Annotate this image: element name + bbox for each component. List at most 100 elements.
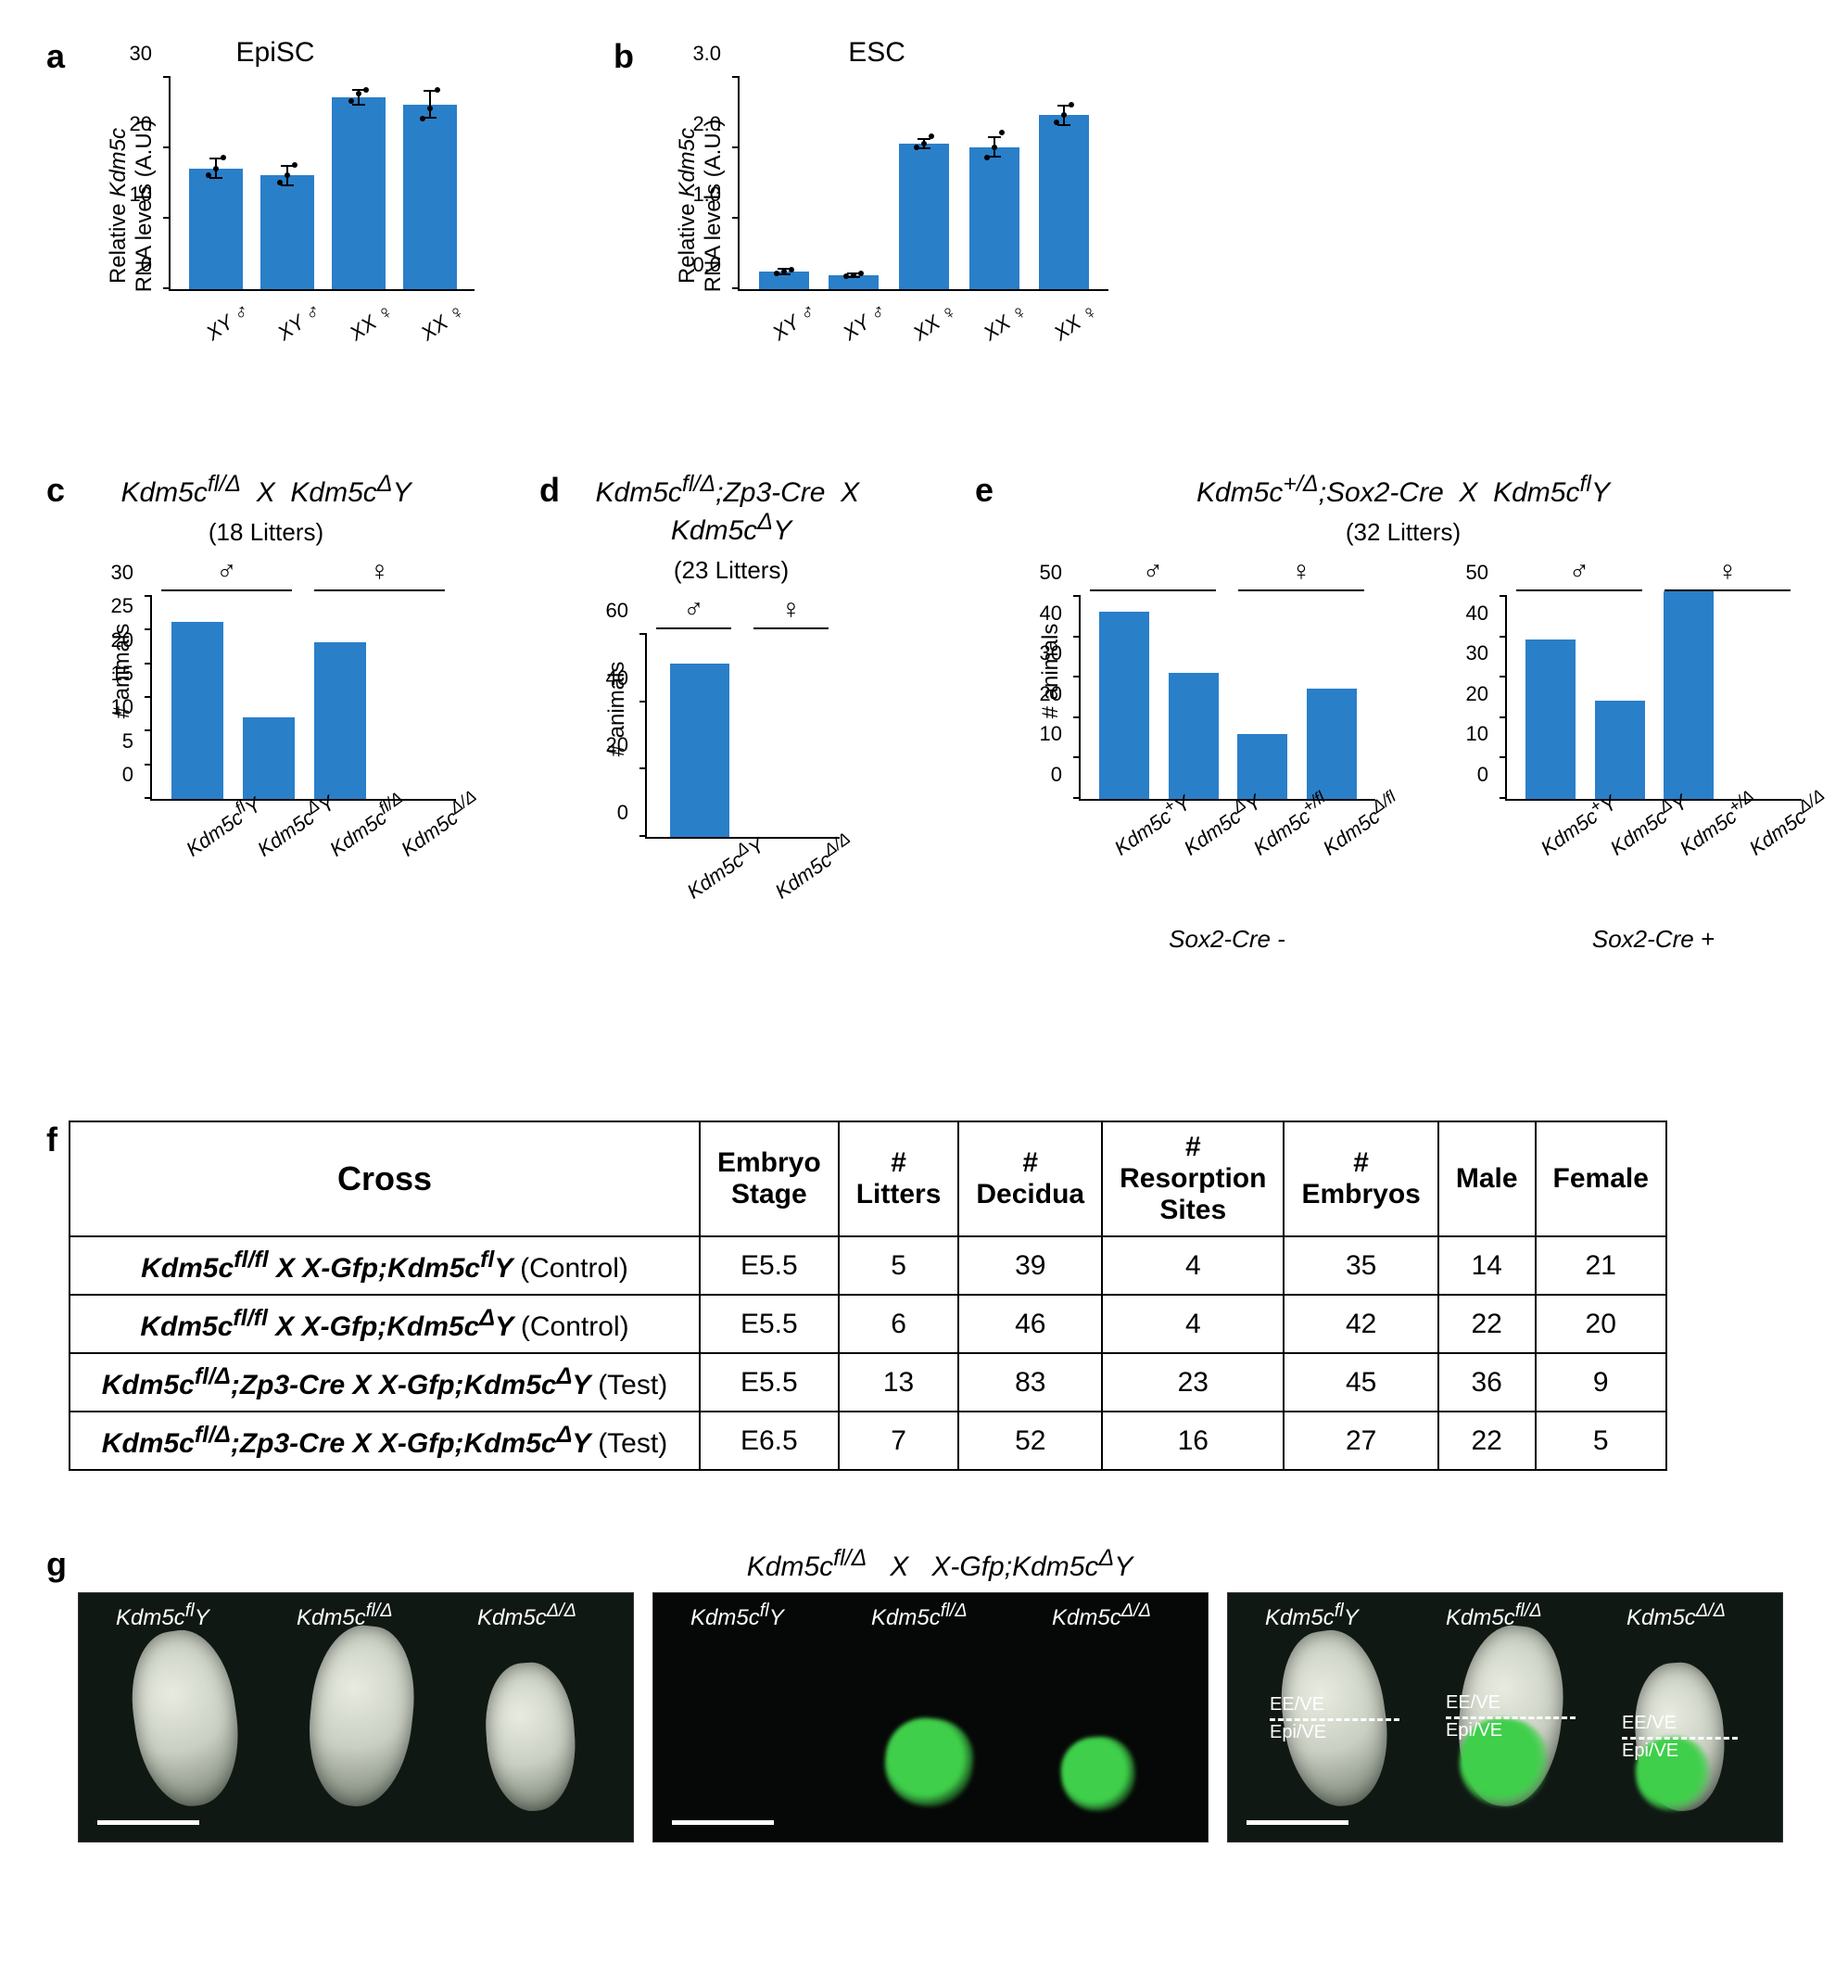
x-axis-label: Kdm5cΔ/Δ	[1741, 808, 1799, 861]
x-axis-label: XY ♂	[837, 298, 892, 347]
embryo	[482, 1660, 580, 1814]
bar	[314, 642, 366, 799]
table-cell: E5.5	[700, 1353, 839, 1412]
bar	[1525, 639, 1576, 799]
table-cell: 21	[1536, 1236, 1666, 1295]
table-header: #Litters	[839, 1121, 959, 1236]
embryo	[301, 1621, 422, 1811]
bar	[332, 97, 386, 289]
panel-e-label: e	[975, 471, 994, 954]
bar	[260, 175, 314, 289]
table-cell: 14	[1438, 1236, 1536, 1295]
panel-g-label: g	[46, 1545, 67, 1842]
bar	[243, 717, 295, 799]
panel-a-chart-wrap: EpiSC Relative Kdm5c RNA levels (A.U.) 0…	[76, 37, 475, 323]
panel-e-sub2-sex-header: ♂♀	[1505, 556, 1802, 591]
x-axis-label: Kdm5c+Y	[1107, 808, 1164, 861]
table-cell: 9	[1536, 1353, 1666, 1412]
scale-bar	[97, 1820, 199, 1825]
panel-g-merge: Kdm5cflY Kdm5cfl/Δ Kdm5cΔ/Δ EE/VE Epi/VE EE/V…	[1227, 1592, 1783, 1842]
panel-f-label: f	[46, 1121, 57, 1471]
x-axis-label: XX ♀	[412, 298, 470, 349]
table-header: Female	[1536, 1121, 1666, 1236]
panel-g-cross: Kdm5cfl/Δ X X-Gfp;Kdm5cΔY	[78, 1545, 1802, 1583]
genotype-label: Kdm5cfl/Δ	[1446, 1601, 1542, 1631]
table-header: #Embryos	[1284, 1121, 1437, 1236]
panel-f-table: CrossEmbryoStage#Litters#Decidua#Resorpt…	[69, 1121, 1667, 1471]
table-cell: 83	[958, 1353, 1102, 1412]
panel-b: b ESC Relative Kdm5c RNA levels (A.U.) 0…	[614, 37, 1108, 323]
bar	[189, 169, 243, 289]
panel-a-chart: 0102030	[169, 78, 475, 291]
x-axis-label: XX ♀	[978, 298, 1032, 347]
table-cell: 39	[958, 1236, 1102, 1295]
genotype-label: Kdm5cflY	[1265, 1601, 1359, 1631]
genotype-label: Kdm5cΔ/Δ	[477, 1601, 576, 1631]
table-cell: 20	[1536, 1295, 1666, 1353]
panel-d-chart: 0204060	[645, 635, 840, 839]
table-row: Kdm5cfl/fl X X-Gfp;Kdm5cflY (Control)E5.…	[70, 1236, 1666, 1295]
table-header: #ResorptionSites	[1102, 1121, 1284, 1236]
panel-d-xlabels: Kdm5cΔYKdm5cΔ/Δ	[645, 846, 840, 875]
x-axis-label: Kdm5cflY	[179, 808, 238, 862]
region-label-top: EE/VE	[1270, 1694, 1324, 1716]
panel-e-cross: Kdm5c+/Δ;Sox2-Cre X Kdm5cflY	[1005, 471, 1802, 509]
genotype-label: Kdm5cflY	[690, 1601, 784, 1631]
genotype-label: Kdm5cfl/Δ	[297, 1601, 393, 1631]
bar	[670, 664, 729, 837]
panel-d: d Kdm5cfl/Δ;Zp3-Cre X Kdm5cΔY (23 Litter…	[539, 471, 892, 875]
genotype-label: Kdm5cΔ/Δ	[1052, 1601, 1151, 1631]
panel-d-litters: (23 Litters)	[571, 556, 892, 585]
region-label-top: EE/VE	[1446, 1692, 1500, 1714]
table-cell: 5	[1536, 1412, 1666, 1470]
x-axis-label: XX ♀	[340, 298, 398, 349]
region-divider	[1446, 1716, 1576, 1719]
table-cell: Kdm5cfl/fl X X-Gfp;Kdm5cΔY (Control)	[70, 1295, 700, 1353]
panel-d-sex-header: ♂♀	[645, 594, 840, 629]
embryo	[1058, 1735, 1137, 1814]
table-cell: 52	[958, 1412, 1102, 1470]
panel-a-label: a	[46, 37, 65, 323]
x-axis-label: Kdm5cfl/Δ	[323, 808, 382, 862]
panel-e: e Kdm5c+/Δ;Sox2-Cre X Kdm5cflY (32 Litte…	[975, 471, 1802, 954]
panel-e-sub2-label: Sox2-Cre +	[1505, 925, 1802, 954]
x-axis-label: XY ♂	[196, 298, 254, 349]
genotype-label: Kdm5cΔ/Δ	[1626, 1601, 1726, 1631]
bar	[171, 622, 223, 799]
panel-d-label: d	[539, 471, 560, 875]
sex-group-header: ♂	[645, 594, 742, 629]
bar	[1039, 115, 1089, 289]
table-cell: 4	[1102, 1295, 1284, 1353]
panel-c: c Kdm5cfl/Δ X Kdm5cΔY (18 Litters) ♂♀ # …	[46, 471, 456, 837]
table-cell: 46	[958, 1295, 1102, 1353]
bar	[1307, 689, 1357, 799]
region-label-bottom: Epi/VE	[1446, 1720, 1502, 1741]
table-cell: 23	[1102, 1353, 1284, 1412]
panel-b-label: b	[614, 37, 634, 323]
x-axis-label: Kdm5c+Y	[1533, 808, 1590, 861]
table-cell: 22	[1438, 1412, 1536, 1470]
table-header: EmbryoStage	[700, 1121, 839, 1236]
table-cell: 13	[839, 1353, 959, 1412]
region-label-bottom: Epi/VE	[1270, 1722, 1326, 1743]
table-cell: 36	[1438, 1353, 1536, 1412]
genotype-label: Kdm5cfl/Δ	[871, 1601, 968, 1631]
region-label-top: EE/VE	[1622, 1713, 1677, 1734]
panel-b-chart-wrap: ESC Relative Kdm5c RNA levels (A.U.) 0.0…	[645, 37, 1108, 323]
sex-group-header: ♀	[1227, 556, 1375, 591]
table-cell: 45	[1284, 1353, 1437, 1412]
table-row: Kdm5cfl/Δ;Zp3-Cre X X-Gfp;Kdm5cΔY (Test)…	[70, 1412, 1666, 1470]
scale-bar	[1247, 1820, 1348, 1825]
table-cell: 7	[839, 1412, 959, 1470]
table-header: Male	[1438, 1121, 1536, 1236]
sex-group-header: ♀	[303, 556, 456, 591]
region-divider	[1622, 1737, 1738, 1740]
panel-c-sex-header: ♂♀	[150, 556, 456, 591]
table-header: #Decidua	[958, 1121, 1102, 1236]
x-axis-label: Kdm5cΔY	[679, 846, 744, 904]
panel-e-sub2-xlabels: Kdm5c+YKdm5cΔYKdm5c+/ΔKdm5cΔ/Δ	[1505, 808, 1802, 837]
panel-a-xlabels: XY ♂XY ♂XX ♀XX ♀	[169, 298, 475, 323]
panel-g-brightfield: Kdm5cflYKdm5cfl/ΔKdm5cΔ/Δ	[78, 1592, 634, 1842]
x-axis-label: XY ♂	[766, 298, 821, 347]
table-row: Kdm5cfl/fl X X-Gfp;Kdm5cΔY (Control)E5.5…	[70, 1295, 1666, 1353]
